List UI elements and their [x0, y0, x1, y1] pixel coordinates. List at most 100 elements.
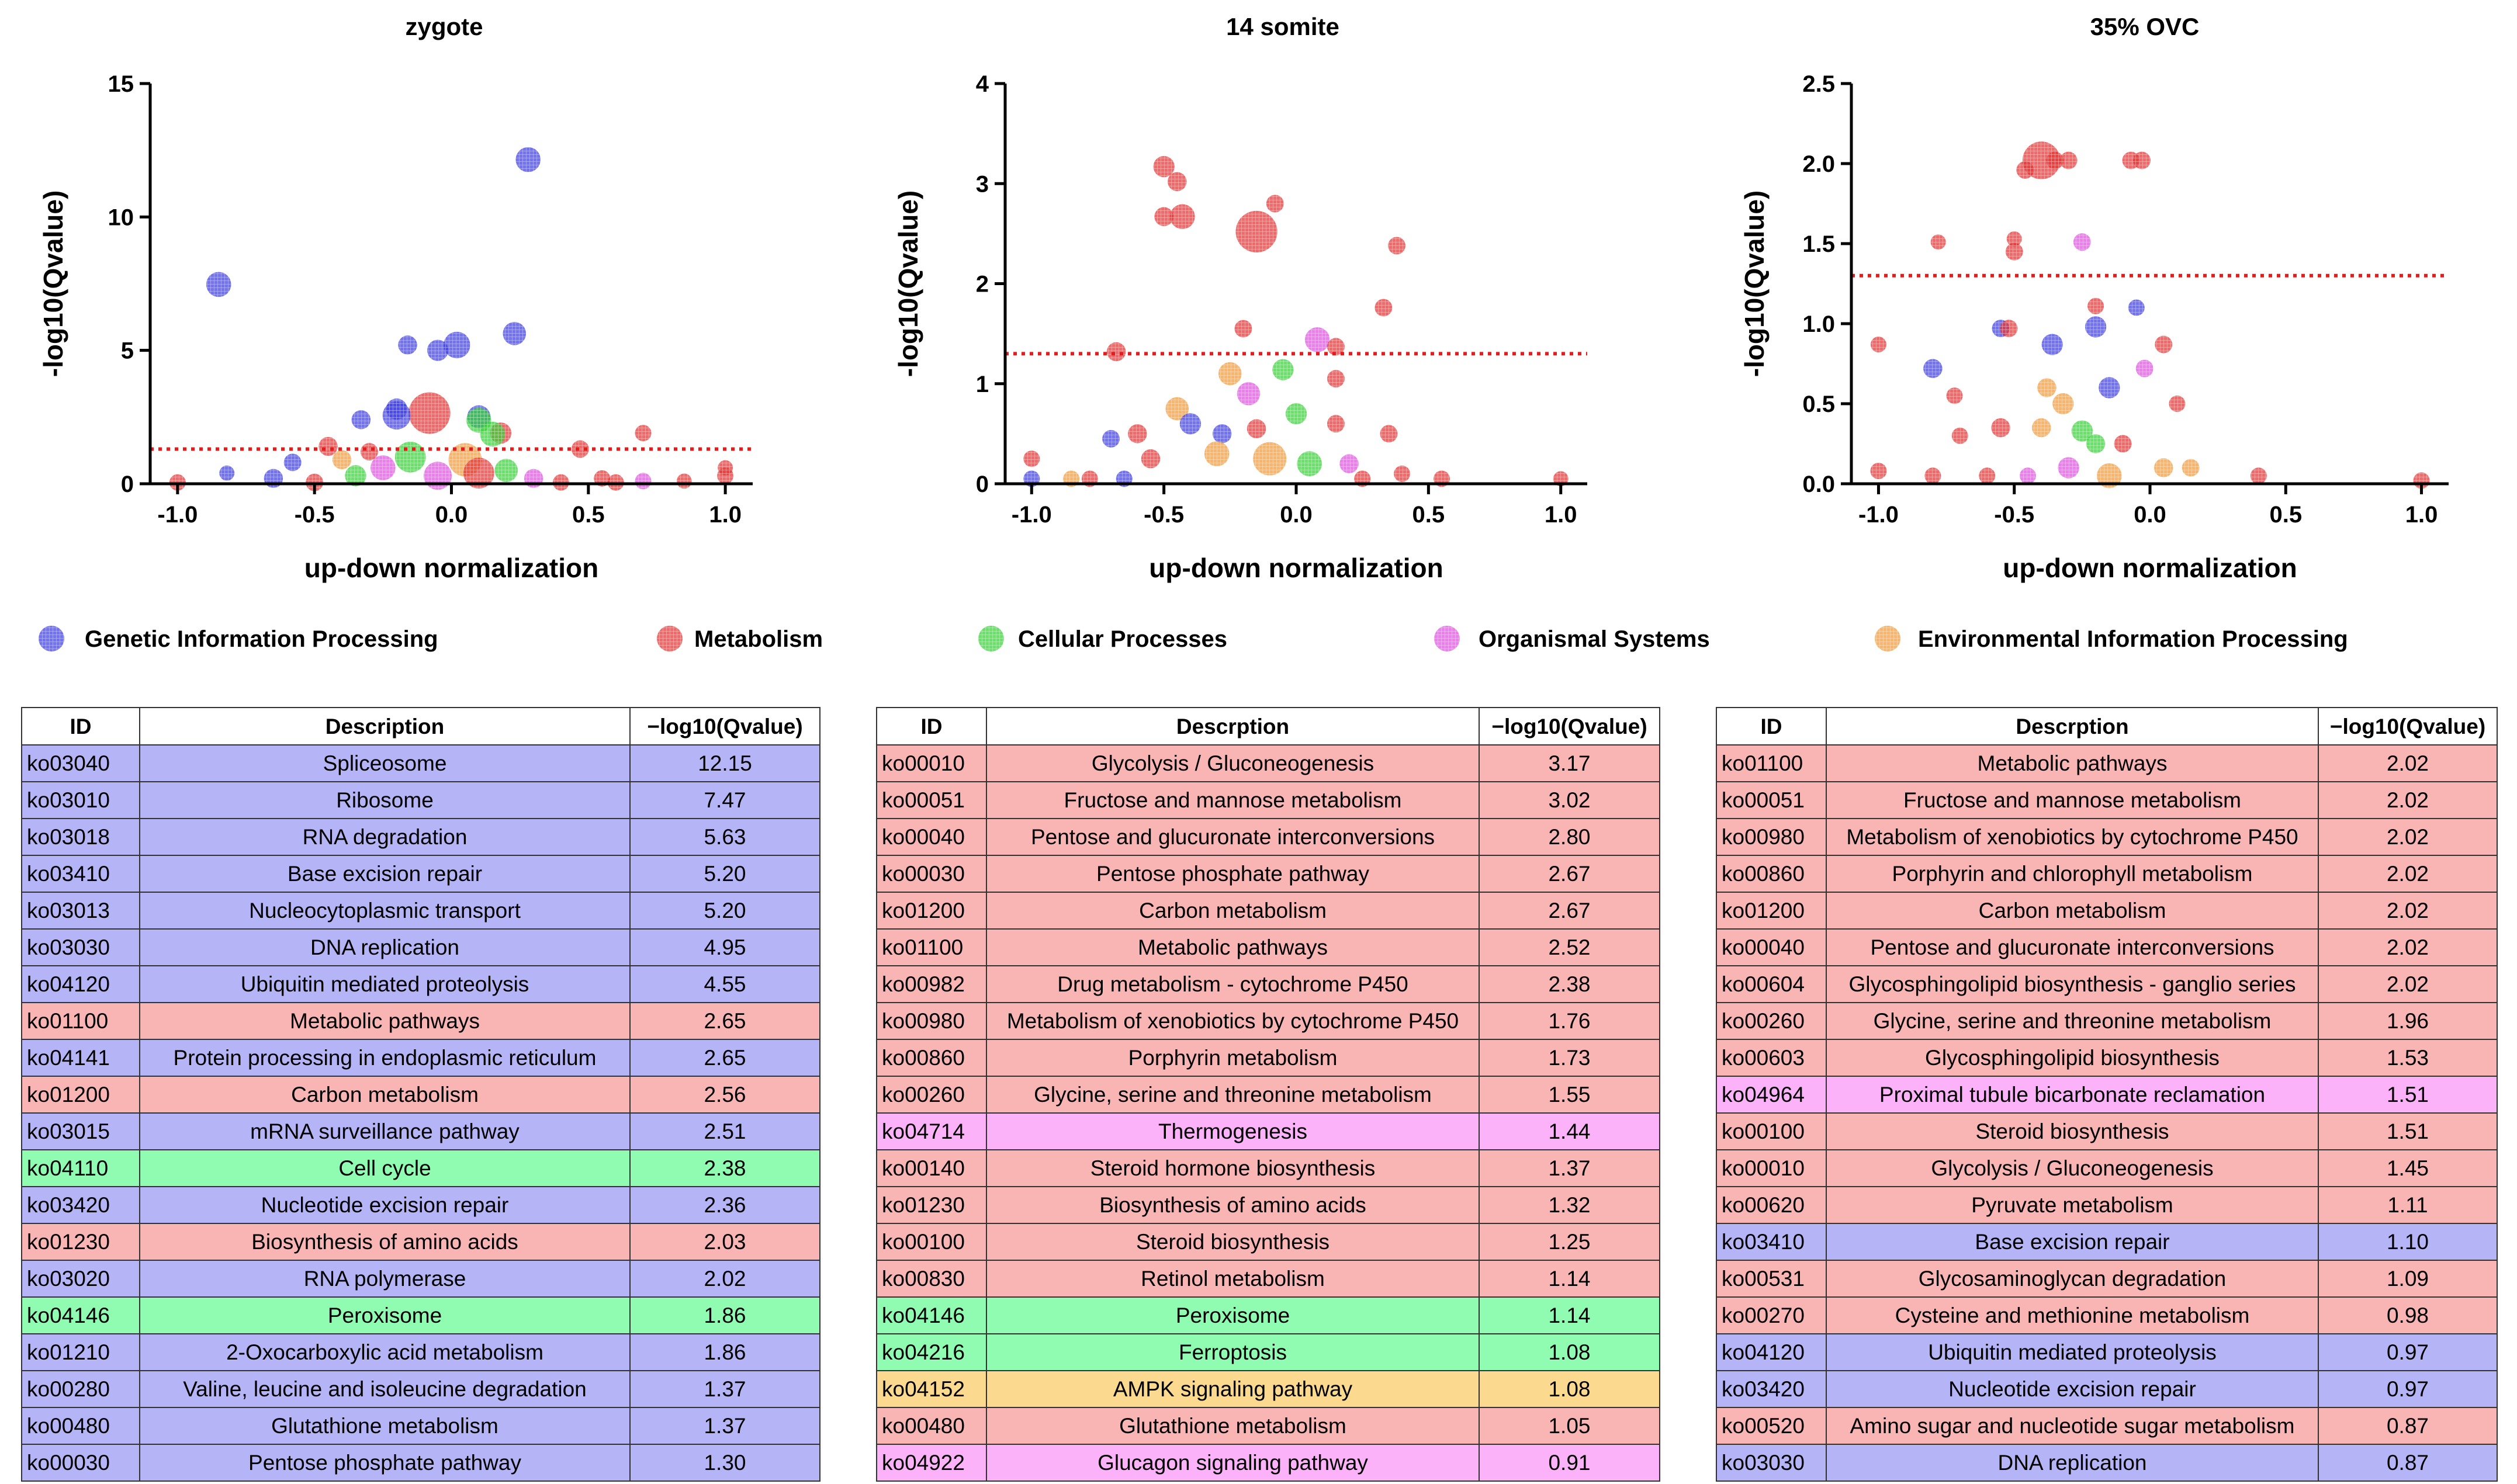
- data-point-hatch: [1102, 429, 1120, 448]
- table-row: ko03420 Nucleotide excision repair 0.97: [1716, 1370, 2498, 1408]
- data-point-hatch: [2037, 378, 2056, 397]
- data-point-hatch: [2099, 377, 2120, 398]
- table-row: ko00140 Steroid hormone biosynthesis 1.37: [876, 1149, 1660, 1187]
- data-point-hatch: [1253, 442, 1287, 476]
- row-id: ko00603: [1716, 1039, 1827, 1077]
- row-description: Glycosphingolipid biosynthesis: [1826, 1039, 2319, 1077]
- row-qvalue: 1.30: [629, 1444, 820, 1482]
- row-description: Glycine, serine and threonine metabolism: [986, 1076, 1480, 1114]
- row-description: Glutathione metabolism: [139, 1407, 631, 1445]
- row-id: ko03010: [21, 781, 140, 819]
- data-point-hatch: [2041, 334, 2063, 355]
- y-axis-label: -log10(Qvalue): [893, 190, 923, 377]
- row-description: RNA degradation: [139, 818, 631, 856]
- row-qvalue: 2.02: [2318, 818, 2498, 856]
- table-row: ko00860 Porphyrin and chlorophyll metabol…: [1716, 855, 2498, 893]
- data-point-hatch: [503, 322, 527, 345]
- row-id: ko03040: [21, 744, 140, 782]
- row-id: ko00480: [876, 1407, 987, 1445]
- row-id: ko01200: [21, 1076, 140, 1114]
- row-qvalue: 1.44: [1479, 1112, 1660, 1150]
- data-point-hatch: [1339, 454, 1359, 473]
- table-row: ko00030 Pentose phosphate pathway 1.30: [21, 1444, 820, 1482]
- row-qvalue: 1.14: [1479, 1296, 1660, 1334]
- data-point-hatch: [1388, 237, 1405, 255]
- row-id: ko00860: [1716, 855, 1827, 893]
- table-row: ko01230 Biosynthesis of amino acids 1.32: [876, 1186, 1660, 1224]
- data-point-hatch: [2154, 458, 2173, 477]
- y-tick-label: 2.0: [1802, 151, 1835, 177]
- data-point-hatch: [1168, 172, 1187, 192]
- row-qvalue: 1.37: [629, 1407, 820, 1445]
- row-qvalue: 2.51: [629, 1112, 820, 1150]
- row-id: ko00100: [876, 1223, 987, 1261]
- table-row: ko00520 Amino sugar and nucleotide sugar …: [1716, 1407, 2498, 1445]
- table-row: ko00040 Pentose and glucuronate interconv…: [1716, 928, 2498, 966]
- row-qvalue: 2.36: [629, 1186, 820, 1224]
- row-qvalue: 2.38: [629, 1149, 820, 1187]
- data-point-hatch: [1951, 427, 1968, 444]
- row-id: ko03013: [21, 892, 140, 930]
- row-id: ko03030: [21, 928, 140, 966]
- row-qvalue: 2.02: [629, 1260, 820, 1298]
- table-row: ko03420 Nucleotide excision repair 2.36: [21, 1186, 820, 1224]
- data-point-hatch: [283, 453, 302, 471]
- header-id: ID: [21, 707, 140, 746]
- data-point-hatch: [2250, 467, 2267, 484]
- data-point-hatch: [2128, 299, 2145, 316]
- table-row: ko00100 Steroid biosynthesis 1.25: [876, 1223, 1660, 1261]
- row-qvalue: 2.65: [629, 1002, 820, 1040]
- row-qvalue: 2.02: [2318, 855, 2498, 893]
- table-row: ko01200 Carbon metabolism 2.56: [21, 1076, 820, 1114]
- table-row: ko04964 Proximal tubule bicarbonate recla…: [1716, 1076, 2498, 1114]
- row-qvalue: 12.15: [629, 744, 820, 782]
- table-row: ko04120 Ubiquitin mediated proteolysis 4.5…: [21, 965, 820, 1003]
- x-tick-label: 0.0: [2134, 502, 2166, 528]
- row-description: Porphyrin and chlorophyll metabolism: [1826, 855, 2319, 893]
- row-description: Spliceosome: [139, 744, 631, 782]
- row-id: ko00520: [1716, 1407, 1827, 1445]
- row-id: ko00830: [876, 1260, 987, 1298]
- y-tick-label: 1.5: [1802, 231, 1835, 257]
- table-row: ko00830 Retinol metabolism 1.14: [876, 1260, 1660, 1298]
- row-description: Peroxisome: [139, 1296, 631, 1334]
- row-description: Ribosome: [139, 781, 631, 819]
- row-description: Glycine, serine and threonine metabolism: [1826, 1002, 2319, 1040]
- row-description: Glucagon signaling pathway: [986, 1444, 1480, 1482]
- table-row: ko01100 Metabolic pathways 2.65: [21, 1002, 820, 1040]
- row-description: Pentose and glucuronate interconversions: [1826, 928, 2319, 966]
- table-row: ko04146 Peroxisome 1.86: [21, 1296, 820, 1334]
- legend-item-env: Environmental Information Processing: [1875, 626, 2348, 652]
- data-point-hatch: [2006, 231, 2022, 247]
- table-row: ko03040 Spliceosome 12.15: [21, 744, 820, 782]
- row-qvalue: 0.98: [2318, 1296, 2498, 1334]
- table-row: ko00480 Glutathione metabolism 1.05: [876, 1407, 1660, 1445]
- table-row: ko04216 Ferroptosis 1.08: [876, 1333, 1660, 1371]
- row-id: ko00860: [876, 1039, 987, 1077]
- legend-item-gip: Genetic Information Processing: [39, 626, 438, 652]
- row-qvalue: 2.80: [1479, 818, 1660, 856]
- row-qvalue: 1.05: [1479, 1407, 1660, 1445]
- row-id: ko01210: [21, 1333, 140, 1371]
- data-point-hatch: [1870, 337, 1886, 353]
- table-row: ko00980 Metabolism of xenobiotics by cyto…: [876, 1002, 1660, 1040]
- chart-title: zygote: [405, 13, 483, 40]
- data-point-hatch: [382, 401, 411, 430]
- x-axis-label: up-down normalization: [2003, 553, 2297, 583]
- y-tick-label: 10: [108, 204, 134, 230]
- row-description: Pentose and glucuronate interconversions: [986, 818, 1480, 856]
- data-points: [1023, 155, 1569, 487]
- x-tick-label: 1.0: [709, 502, 742, 528]
- row-id: ko04120: [21, 965, 140, 1003]
- chart-title: 14 somite: [1226, 13, 1339, 40]
- row-qvalue: 1.53: [2318, 1039, 2498, 1077]
- table-row: ko00860 Porphyrin metabolism 1.73: [876, 1039, 1660, 1077]
- row-id: ko00260: [876, 1076, 987, 1114]
- data-point-hatch: [463, 457, 494, 489]
- row-description: Peroxisome: [986, 1296, 1480, 1334]
- row-description: 2-Oxocarboxylic acid metabolism: [139, 1333, 631, 1371]
- data-point-hatch: [1297, 451, 1322, 477]
- row-description: DNA replication: [139, 928, 631, 966]
- x-axis-label: up-down normalization: [1149, 553, 1443, 583]
- row-qvalue: 1.10: [2318, 1223, 2498, 1261]
